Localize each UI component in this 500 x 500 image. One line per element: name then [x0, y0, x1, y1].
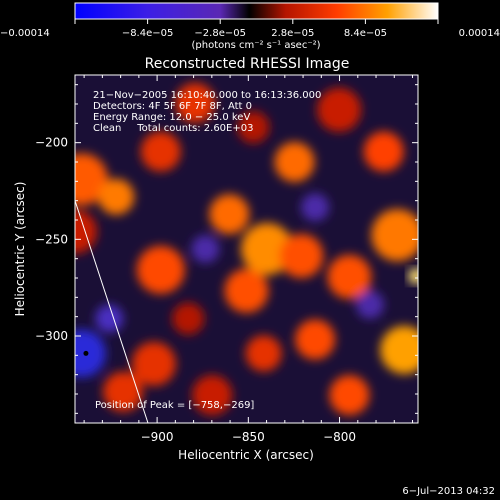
colorbar-tick-label: −0.00014	[0, 28, 50, 39]
colorbar-tick-label: 8.4e−05	[344, 28, 387, 39]
y-tick-label: −250	[35, 232, 68, 246]
colorbar-tick-label: −2.8e−05	[194, 28, 246, 39]
heatmap-blob	[131, 341, 176, 386]
y-tick-label: −200	[35, 136, 68, 150]
annotation-total-counts: Clean Total counts: 2.60E+03	[93, 123, 253, 134]
colorbar-tick-label: 2.8e−05	[271, 28, 314, 39]
heatmap-blob	[103, 371, 144, 412]
heatmap-blob	[329, 375, 370, 416]
y-axis-ticks: −200 −250 −300	[35, 84, 418, 414]
heatmap-cold-region	[355, 290, 384, 319]
heatmap-cold-region	[75, 329, 106, 378]
heatmap-blob	[363, 131, 404, 172]
annotation-detectors: Detectors: 4F 5F 6F 7F 8F, Att 0	[93, 101, 252, 112]
heatmap-blob	[192, 375, 233, 416]
minimum-marker	[83, 350, 89, 356]
x-tick-label: −800	[323, 430, 356, 444]
heatmap-blob	[241, 223, 294, 275]
colorbar: −0.00014 −8.4e−05 −2.8e−05 2.8e−05 8.4e−05 0.…	[0, 2, 500, 51]
heatmap-image	[75, 82, 418, 416]
heatmap-peak	[408, 268, 418, 285]
colorbar-tick-label: 0.00014	[459, 28, 500, 39]
heatmap-blob	[371, 209, 418, 262]
x-tick-label: −850	[232, 430, 265, 444]
solar-limb-line	[75, 200, 149, 423]
heatmap-blob	[237, 111, 270, 144]
render-timestamp: 6−Jul−2013 04:32	[402, 486, 495, 497]
annotation-energy-range: Energy Range: 12.0 − 25.0 keV	[93, 112, 250, 123]
plot-frame	[74, 74, 419, 424]
heatmap-blob	[75, 209, 97, 254]
x-axis-ticks: −900 −850 −800	[83, 75, 414, 444]
image-area	[74, 74, 419, 424]
heatmap-blob	[175, 82, 216, 123]
y-tick-label: −300	[35, 329, 68, 343]
heatmap-blob	[317, 87, 362, 132]
colorbar-ticks: −0.00014 −8.4e−05 −2.8e−05 2.8e−05 8.4e−05 0.…	[0, 19, 500, 39]
chart-title: Reconstructed RHESSI Image	[145, 56, 350, 72]
x-axis-label: Heliocentric X (arcsec)	[178, 448, 314, 462]
heatmap-blob	[380, 325, 418, 374]
heatmap-blob	[274, 142, 315, 182]
heatmap-blob	[327, 254, 372, 299]
heatmap-blob	[279, 233, 324, 278]
heatmap-blob	[209, 194, 250, 235]
heatmap-blob	[136, 245, 185, 294]
info-annotations: 21−Nov−2005 16:10:40.000 to 16:13:36.000…	[93, 90, 321, 134]
heatmap-blob	[172, 302, 205, 335]
heatmap-blob	[224, 268, 269, 313]
heatmap-cold-region	[95, 304, 124, 333]
annotation-time-range: 21−Nov−2005 16:10:40.000 to 16:13:36.000	[93, 90, 321, 101]
heatmap-blob	[245, 335, 282, 372]
y-axis-label: Heliocentric Y (arcsec)	[13, 182, 27, 317]
heatmap-blob	[140, 131, 181, 172]
colorbar-tick-label: −8.4e−05	[122, 28, 174, 39]
heatmap-cold-region	[191, 235, 220, 263]
x-tick-label: −900	[141, 430, 174, 444]
peak-position-label: Position of Peak = [−758,−269]	[95, 400, 254, 411]
heatmap-blob	[98, 178, 135, 215]
colorbar-gradient	[74, 2, 439, 20]
heatmap-cold-region	[301, 193, 330, 222]
heatmap-blob	[295, 319, 336, 360]
colorbar-unit-label: (photons cm⁻² s⁻¹ asec⁻²)	[191, 40, 320, 51]
